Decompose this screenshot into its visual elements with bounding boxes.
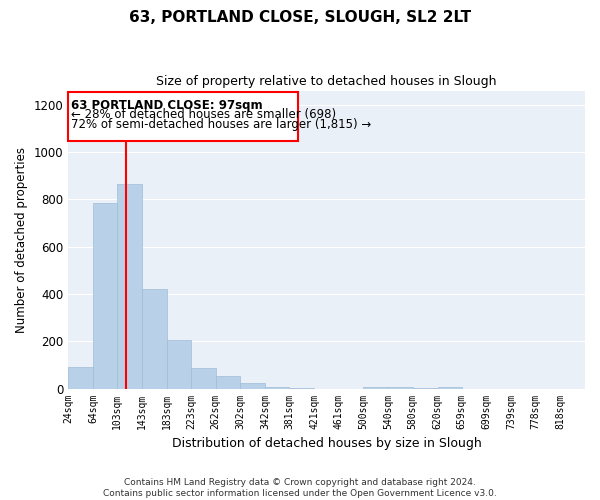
- Bar: [93, 203, 117, 388]
- Bar: [68, 366, 93, 388]
- Text: 72% of semi-detached houses are larger (1,815) →: 72% of semi-detached houses are larger (…: [71, 118, 371, 131]
- Bar: [388, 386, 413, 388]
- Y-axis label: Number of detached properties: Number of detached properties: [15, 146, 28, 332]
- Text: ← 28% of detached houses are smaller (698): ← 28% of detached houses are smaller (69…: [71, 108, 337, 122]
- X-axis label: Distribution of detached houses by size in Slough: Distribution of detached houses by size …: [172, 437, 481, 450]
- Bar: [215, 376, 241, 388]
- Bar: [191, 368, 215, 388]
- Bar: [265, 386, 289, 388]
- Title: Size of property relative to detached houses in Slough: Size of property relative to detached ho…: [157, 75, 497, 88]
- Text: Contains HM Land Registry data © Crown copyright and database right 2024.
Contai: Contains HM Land Registry data © Crown c…: [103, 478, 497, 498]
- Bar: [117, 184, 142, 388]
- Text: 63, PORTLAND CLOSE, SLOUGH, SL2 2LT: 63, PORTLAND CLOSE, SLOUGH, SL2 2LT: [129, 10, 471, 25]
- Bar: [142, 289, 167, 388]
- Bar: [167, 340, 191, 388]
- Text: 63 PORTLAND CLOSE: 97sqm: 63 PORTLAND CLOSE: 97sqm: [71, 99, 263, 112]
- Bar: [241, 384, 265, 388]
- Bar: [68, 92, 298, 142]
